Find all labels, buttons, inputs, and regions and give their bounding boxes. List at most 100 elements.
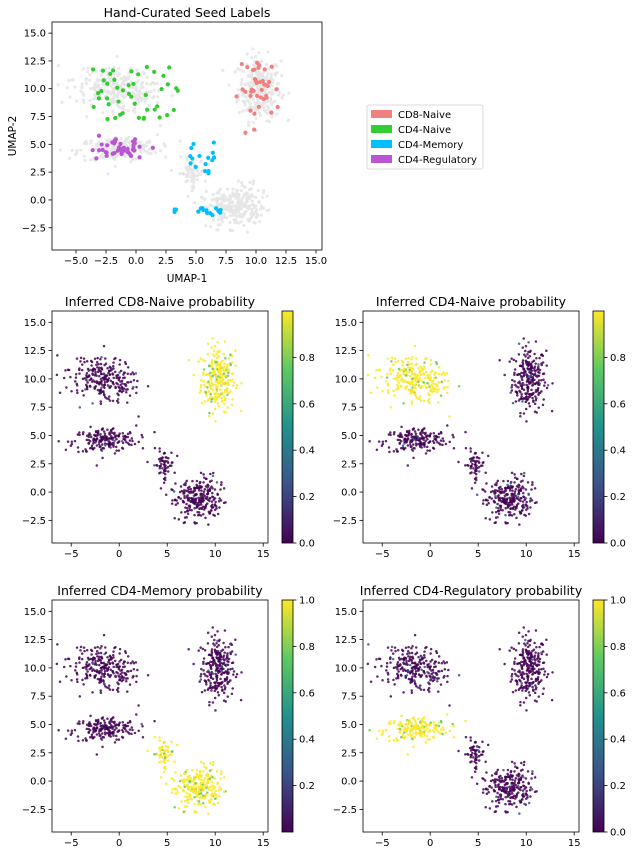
probability-point [526, 675, 530, 679]
probability-point [394, 666, 397, 669]
background-point [241, 69, 245, 74]
background-point [86, 66, 90, 70]
probability-point [234, 364, 237, 367]
background-point [149, 90, 153, 94]
probability-point [537, 680, 541, 684]
probability-point [89, 657, 92, 661]
y-ticks: −2.50.02.55.07.510.012.515.0 [22, 318, 52, 527]
probability-point [508, 511, 512, 514]
seed-point-cd4-regulatory [96, 148, 102, 153]
probability-point [487, 501, 490, 505]
background-point [248, 180, 252, 184]
probability-point [89, 425, 92, 429]
seed-point-cd4-regulatory [150, 145, 155, 150]
probability-point [409, 655, 412, 659]
background-point [80, 82, 84, 86]
probability-point [513, 368, 517, 371]
probability-point [484, 498, 488, 502]
probability-point [100, 367, 103, 370]
probability-point [511, 690, 515, 694]
background-point [254, 215, 258, 219]
probability-point [94, 439, 98, 442]
probability-point [505, 492, 508, 496]
probability-point [199, 471, 203, 475]
probability-point [124, 436, 128, 439]
background-point [248, 102, 252, 106]
colorbar: 0.00.20.40.60.8 [592, 310, 626, 550]
probability-point [122, 437, 125, 441]
x-tick-label: −5 [64, 549, 79, 560]
probability-point [540, 353, 543, 356]
background-point [104, 67, 108, 71]
probability-point [393, 394, 396, 397]
probability-point [211, 412, 215, 415]
probability-point [366, 373, 370, 377]
probability-point [407, 431, 411, 435]
seed-point-cd8-naive [275, 104, 280, 110]
probability-point [204, 506, 207, 510]
probability-point [423, 672, 426, 675]
background-point [187, 164, 192, 169]
probability-point [202, 499, 205, 502]
probability-point [211, 337, 214, 340]
probability-point [475, 464, 478, 467]
probability-point [118, 386, 121, 390]
probability-point [399, 435, 403, 438]
probability-point [108, 373, 112, 376]
probability-point [118, 721, 121, 724]
probability-point [212, 760, 215, 764]
seed-point-cd4-naive [120, 88, 126, 93]
probability-point [520, 666, 524, 669]
probability-point [424, 741, 428, 744]
probability-point [179, 774, 183, 777]
background-point [109, 91, 113, 95]
probability-point [545, 653, 548, 656]
probability-point [223, 362, 226, 365]
background-point [129, 66, 133, 70]
probability-point [510, 471, 514, 475]
probability-point [78, 367, 81, 370]
probability-point [217, 643, 221, 647]
probability-point [516, 495, 520, 499]
probability-point [221, 399, 224, 402]
probability-point [535, 397, 538, 400]
probability-point [525, 684, 529, 687]
probability-point [446, 391, 449, 395]
probability-point [207, 398, 210, 401]
probability-point [188, 504, 192, 508]
probability-point [481, 451, 484, 454]
probability-point [153, 464, 156, 467]
probability-point [115, 445, 118, 449]
seed-point-cd4-naive [105, 116, 110, 122]
probability-point [215, 642, 218, 645]
probability-point [119, 658, 123, 662]
probability-point [132, 668, 136, 671]
probability-point [234, 638, 237, 641]
probability-point [513, 499, 516, 502]
background-point [250, 213, 254, 217]
probability-point [533, 501, 537, 505]
scatter-points [55, 626, 243, 815]
probability-point [88, 736, 92, 739]
background-point [251, 182, 255, 186]
probability-point [220, 481, 223, 484]
x-tick-label: 2.5 [158, 256, 174, 267]
probability-point [114, 674, 117, 678]
colorbar-tick-label: 0.0 [610, 539, 626, 550]
background-point [152, 88, 156, 92]
probability-point [415, 436, 418, 439]
probability-point [120, 446, 124, 450]
probability-point [216, 666, 220, 669]
probability-point [82, 719, 85, 723]
probability-point [534, 629, 538, 632]
probability-point [117, 449, 121, 452]
probability-point [234, 349, 237, 352]
seed-point-cd4-regulatory [104, 153, 109, 158]
probability-point [212, 802, 215, 806]
probability-point [223, 679, 227, 683]
probability-point [441, 443, 444, 447]
probability-point [137, 440, 140, 444]
probability-point [164, 782, 168, 785]
background-point [258, 113, 263, 118]
probability-point [80, 368, 84, 372]
